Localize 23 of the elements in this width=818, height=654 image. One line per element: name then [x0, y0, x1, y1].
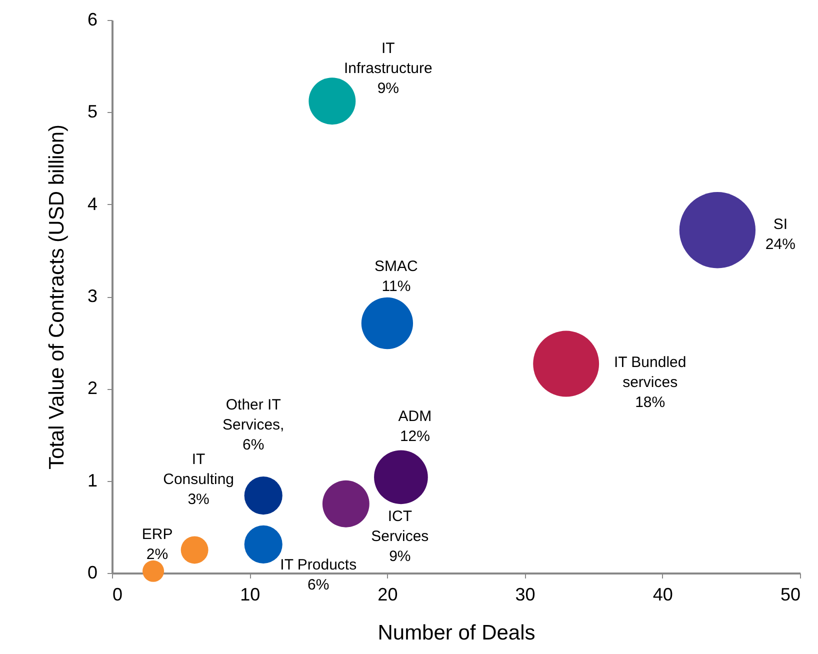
- x-tick-label: 30: [515, 584, 536, 604]
- annotation: IT Products 6%: [280, 556, 357, 594]
- x-tick-label: 40: [652, 584, 673, 604]
- annotation: ERP 2%: [142, 526, 173, 564]
- y-tick-label: 3: [87, 286, 98, 306]
- x-tick-label: 50: [780, 584, 800, 604]
- y-tick-label: 1: [87, 470, 98, 490]
- annotation: ADM 12%: [398, 408, 432, 446]
- annotation: IT Bundled services 18%: [614, 354, 686, 411]
- annotation: ICT Services 9%: [371, 508, 429, 565]
- y-tick-label: 4: [87, 194, 98, 214]
- y-tick-label: 6: [87, 10, 98, 30]
- y-tick-label: 5: [87, 102, 98, 122]
- annotation: SMAC 11%: [374, 258, 418, 296]
- x-tick-label: 0: [112, 584, 123, 604]
- annotation: IT Infrastructure 9%: [344, 40, 432, 98]
- x-axis-title: Number of Deals: [378, 622, 536, 644]
- annotation: SI 24%: [765, 216, 796, 254]
- x-tick-label: 10: [240, 584, 260, 604]
- x-tick-label: 20: [378, 584, 398, 604]
- y-axis-title: Total Value of Contracts (USD billion): [45, 124, 68, 470]
- y-tick-label: 0: [87, 562, 98, 582]
- y-tick-label: 2: [87, 378, 98, 398]
